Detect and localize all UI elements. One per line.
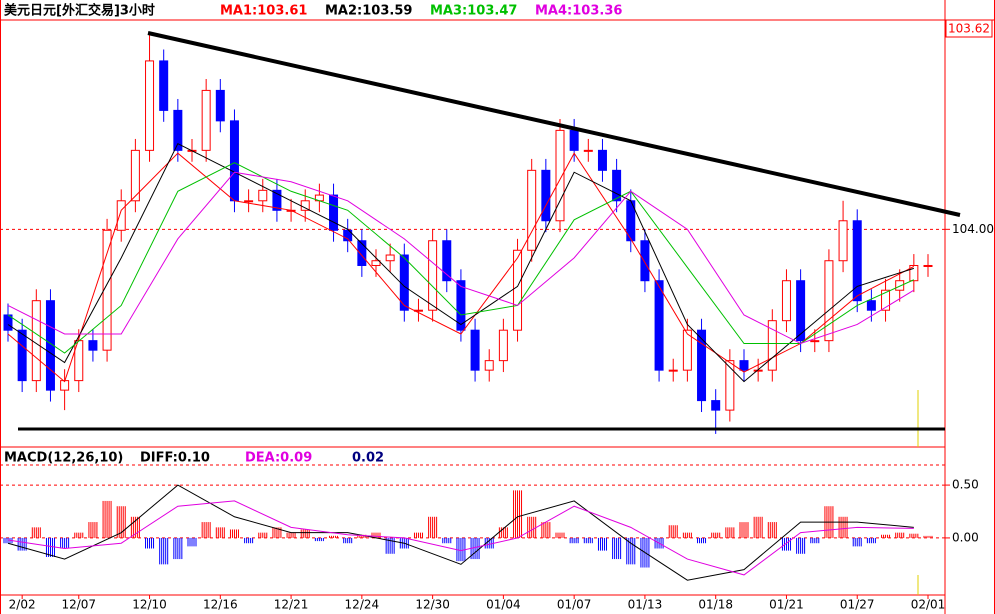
legend-entry: 0.02: [352, 451, 384, 466]
candle-body: [852, 220, 862, 302]
legend-entry: MA4:103.36: [535, 4, 622, 19]
legend-entry: MA1:103.61: [220, 4, 307, 19]
chart-title: 美元日元[外汇交易]3小时: [4, 3, 155, 19]
ma-line: [7, 500, 914, 576]
candle-body: [697, 329, 707, 402]
ma-line: [7, 162, 915, 354]
candle-body: [767, 320, 777, 371]
candle-body: [866, 300, 876, 311]
x-tick-label: 01/27: [840, 598, 875, 612]
candle-body: [385, 254, 395, 262]
candle-body: [329, 194, 339, 231]
candle-body: [824, 260, 834, 342]
legend-entry: DEA:0.09: [245, 451, 312, 466]
x-tick-label: 01/18: [698, 598, 733, 612]
last-price-box: [945, 19, 993, 38]
y-tick-label: 0.50: [952, 478, 979, 492]
candle-body: [456, 280, 466, 331]
candle-body: [272, 189, 282, 211]
candle-body: [682, 329, 692, 371]
x-tick-label: 12/16: [203, 598, 238, 612]
candle-body: [810, 340, 820, 343]
x-tick-label: 01/07: [557, 598, 592, 612]
candle-body: [343, 229, 353, 242]
candle-body: [909, 264, 919, 282]
macd-title: MACD(12,26,10): [4, 451, 123, 466]
candle-body: [229, 120, 239, 202]
candle-body: [17, 329, 27, 382]
candle-body: [923, 264, 933, 267]
candle-body: [470, 329, 480, 371]
candle-body: [201, 89, 211, 151]
candle-body: [428, 240, 438, 311]
candle-body: [513, 249, 523, 331]
candle-body: [498, 329, 508, 362]
x-tick-label: 12/21: [274, 598, 309, 612]
last-price: 103.62: [948, 22, 990, 36]
candle-body: [88, 340, 98, 351]
candle-body: [739, 360, 749, 371]
ma-line: [7, 143, 914, 383]
x-tick-label: 12/10: [132, 598, 167, 612]
candle-body: [173, 109, 183, 151]
candle-body: [130, 149, 140, 202]
ma-line: [7, 484, 914, 581]
candle-body: [45, 300, 55, 391]
candle-body: [838, 220, 848, 262]
candle-body: [781, 280, 791, 322]
candle-body: [796, 280, 806, 342]
candle-body: [725, 360, 735, 411]
x-tick-label: 01/04: [486, 598, 521, 612]
candle-body: [654, 280, 664, 371]
x-tick-label: 12/07: [61, 598, 96, 612]
candle-body: [711, 400, 721, 411]
legend-entry: DIFF:0.10: [140, 451, 210, 466]
x-tick-label: 02/01: [911, 598, 946, 612]
ma-line: [7, 171, 915, 345]
candle-body: [640, 240, 650, 282]
candle-body: [569, 129, 579, 151]
x-tick-label: 12/30: [415, 598, 450, 612]
candle-body: [442, 240, 452, 282]
trend-line: [147, 31, 961, 217]
candle-body: [31, 300, 41, 382]
x-tick-label: 01/13: [628, 598, 663, 612]
marks: 104.00 MA1:103.61 MA2:103.59 MA3:103.47 MA4:…: [0, 4, 994, 612]
candle-body: [597, 149, 607, 171]
candle-body: [555, 129, 565, 222]
candle-body: [357, 240, 367, 266]
ma-line: [7, 152, 915, 383]
candle-body: [612, 169, 622, 202]
candle-body: [215, 89, 225, 122]
legend-entry: MA2:103.59: [325, 4, 412, 19]
candle-body: [116, 200, 126, 231]
candle-body: [145, 60, 155, 151]
candle-body: [541, 169, 551, 222]
x-tick-label: 2/02: [9, 598, 36, 612]
candle-body: [244, 200, 254, 203]
y-tick-label: 104.00: [952, 222, 994, 236]
y-tick-label: 0.00: [952, 530, 979, 544]
x-tick-label: 12/24: [345, 598, 380, 612]
x-tick-label: 01/21: [769, 598, 804, 612]
candle-body: [371, 260, 381, 266]
candle-body: [895, 280, 905, 291]
candle-body: [102, 229, 112, 351]
candle-body: [881, 289, 891, 311]
candle-body: [258, 189, 268, 202]
candle-body: [583, 149, 593, 152]
candle-body: [668, 369, 678, 372]
candle-body: [484, 360, 494, 371]
candle-body: [527, 169, 537, 251]
candle-body: [159, 60, 169, 111]
legend-entry: MA3:103.47: [430, 4, 517, 19]
